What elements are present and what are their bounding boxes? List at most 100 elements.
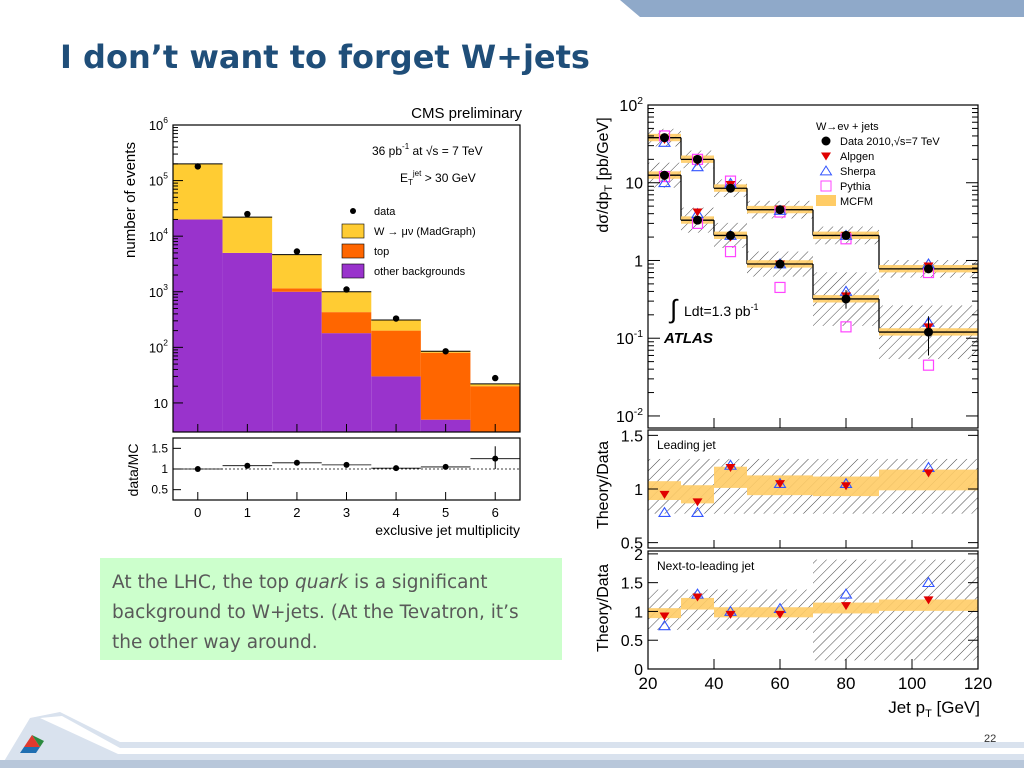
alpgen-marker xyxy=(775,260,785,269)
y-tick-label: 102 xyxy=(619,96,643,115)
ratio-alpgen-marker xyxy=(725,464,736,473)
uncertainty-band xyxy=(879,305,978,360)
legend-marker-data xyxy=(350,208,356,214)
atlas-lumi: ∫ Ldt=1.3 pb-1 xyxy=(668,294,759,324)
ratio-uncertainty-band xyxy=(747,589,813,630)
ratio-sherpa-marker xyxy=(922,461,935,472)
alpgen-marker xyxy=(725,180,736,189)
pythia-marker xyxy=(724,175,737,187)
data-point xyxy=(775,259,785,269)
uncertainty-band xyxy=(648,128,681,147)
stack-bar xyxy=(420,351,471,353)
ratio-sherpa-marker xyxy=(691,588,704,599)
ratio-y-tick-label: 1.5 xyxy=(621,428,643,445)
x-tick-label: 20 xyxy=(639,674,658,693)
stack-bar xyxy=(371,320,421,331)
ratio-point xyxy=(194,466,201,472)
data-point xyxy=(442,348,449,355)
legend-marker-alpgen xyxy=(821,152,831,161)
legend-label: W → μν (MadGraph) xyxy=(374,226,476,238)
legend-label: data xyxy=(374,206,396,218)
callout-emphasis: quark xyxy=(295,572,349,593)
stack-bar xyxy=(321,333,372,432)
pythia-marker xyxy=(724,246,737,258)
ratio-alpgen-marker xyxy=(725,610,736,619)
callout-text-post: is a significant background to W+jets. (… xyxy=(112,572,519,653)
sherpa-marker xyxy=(922,258,935,269)
ratio-uncertainty-band xyxy=(879,559,978,661)
ratio-sherpa-marker xyxy=(724,459,737,470)
ratio-uncertainty-band xyxy=(747,458,813,514)
mcfm-band xyxy=(813,295,879,303)
stack-bar xyxy=(321,312,372,334)
atlas-ratio2-ylabel: Theory/Data xyxy=(595,564,612,652)
x-tick-label: 1 xyxy=(244,505,251,520)
ratio-mcfm-band xyxy=(648,481,681,500)
stack-bar xyxy=(470,383,520,387)
ratio-y-tick-label: 1 xyxy=(634,604,643,621)
ratio-uncertainty-band xyxy=(648,589,681,630)
mcfm-band xyxy=(879,265,978,273)
atlas-main-frame xyxy=(647,104,979,429)
mcfm-band xyxy=(648,133,681,142)
ratio-alpgen-marker xyxy=(841,482,851,491)
ratio-mcfm-band xyxy=(879,599,978,611)
data-point xyxy=(194,163,201,170)
legend-swatch xyxy=(341,263,365,279)
sherpa-marker xyxy=(658,136,671,147)
ratio-sherpa-marker xyxy=(658,619,671,631)
atlas-ratio2-label: Next-to-leading jet xyxy=(657,559,755,573)
y-tick-label: 1 xyxy=(634,253,643,270)
sherpa-marker xyxy=(724,229,737,240)
ratio-uncertainty-band xyxy=(681,589,714,630)
pythia-marker xyxy=(691,153,704,165)
cms-ratio-frame xyxy=(172,437,521,501)
callout-text-pre: At the LHC, the top xyxy=(112,572,296,593)
alpgen-marker xyxy=(923,323,934,332)
legend-swatch xyxy=(341,243,365,259)
legend-label: Sherpa xyxy=(840,166,876,178)
atlas-ylabel: dσ/dpT [pb/GeV] xyxy=(595,117,615,232)
y-tick-label: 106 xyxy=(149,115,168,133)
legend-marker-pythia xyxy=(820,180,832,192)
stack-bar xyxy=(272,254,322,289)
stack-bar xyxy=(470,386,520,432)
data-point xyxy=(392,315,400,322)
ratio-point xyxy=(393,465,400,472)
pythia-marker xyxy=(691,217,704,229)
pythia-marker xyxy=(658,170,671,183)
y-tick-label: 105 xyxy=(149,171,168,189)
x-tick-label: 2 xyxy=(293,505,300,520)
ratio-mcfm-band xyxy=(648,608,681,619)
alpgen-marker xyxy=(692,157,703,166)
pythia-marker xyxy=(840,233,852,245)
mcfm-band xyxy=(648,171,681,179)
stack-bar xyxy=(272,291,322,432)
ratio-uncertainty-band xyxy=(879,458,978,514)
top-decor-band xyxy=(620,0,1024,17)
pythia-marker xyxy=(774,206,786,218)
ratio-y-tick-label: 2 xyxy=(634,547,643,564)
data-point xyxy=(841,294,851,304)
alpgen-marker xyxy=(659,135,670,144)
x-tick-label: 5 xyxy=(442,505,449,520)
ratio-sherpa-marker xyxy=(839,588,853,599)
uncertainty-band xyxy=(714,179,747,198)
data-point xyxy=(726,230,735,240)
data-point xyxy=(293,248,301,255)
pythia-marker xyxy=(658,130,671,142)
alpgen-marker xyxy=(692,208,703,217)
sherpa-marker xyxy=(773,258,787,269)
x-tick-label: 0 xyxy=(194,505,201,520)
data-point xyxy=(693,215,702,225)
ratio-y-tick-label: 0.5 xyxy=(621,536,643,553)
cms-title: CMS preliminary xyxy=(411,105,522,122)
ratio-sherpa-marker xyxy=(922,576,935,588)
mcfm-band xyxy=(714,184,747,192)
sherpa-marker xyxy=(773,204,787,215)
y-tick-label: 10 xyxy=(625,176,643,193)
uncertainty-band xyxy=(813,226,879,245)
mcfm-band xyxy=(747,205,813,214)
ratio-alpgen-marker xyxy=(659,612,670,621)
data-point xyxy=(660,170,669,180)
